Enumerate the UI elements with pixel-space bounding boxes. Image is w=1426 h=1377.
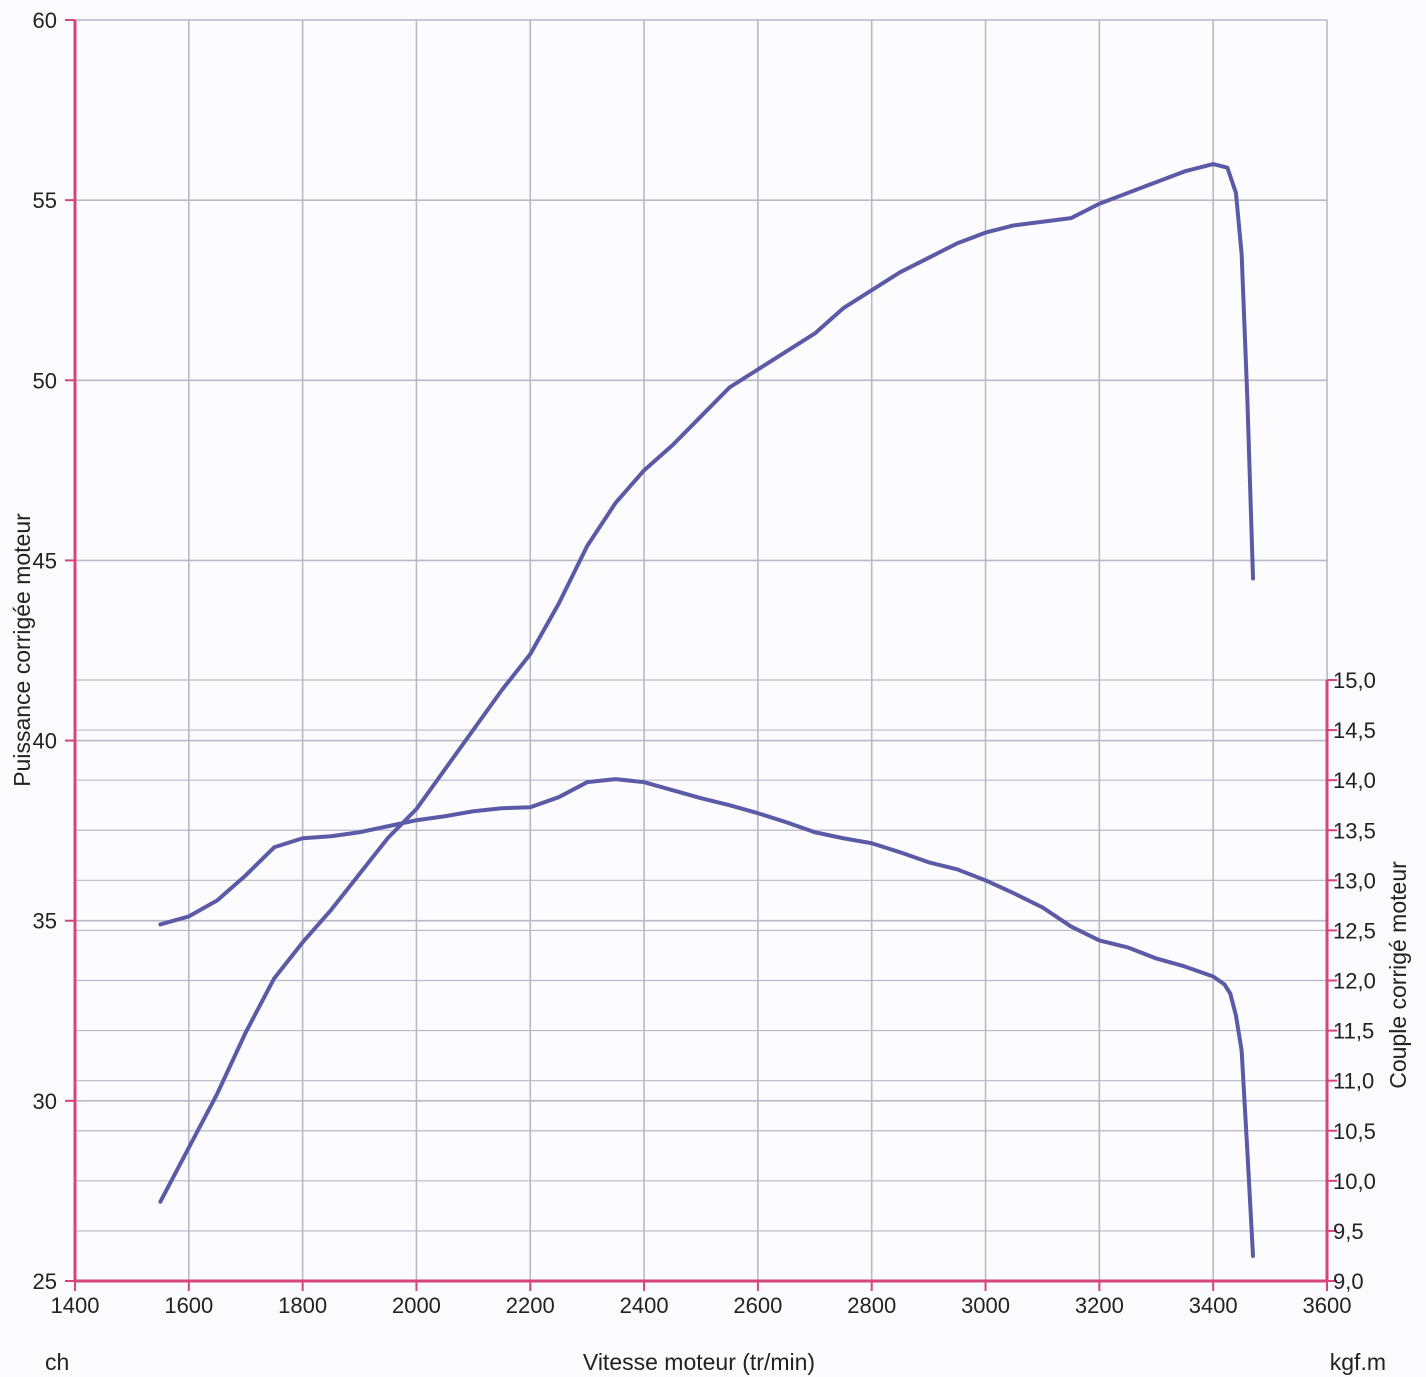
y-right-tick-label: 13,5 (1333, 818, 1376, 843)
x-tick-label: 2000 (392, 1293, 441, 1318)
y-axis-left-title: Puissance corrigée moteur (9, 513, 35, 787)
left-unit-label: ch (45, 1349, 69, 1375)
y-right-tick-label: 14,5 (1333, 718, 1376, 743)
x-tick-label: 3400 (1189, 1293, 1238, 1318)
x-tick-label: 2800 (847, 1293, 896, 1318)
right-unit-label: kgf.m (1330, 1349, 1386, 1375)
y-right-tick-label: 13,0 (1333, 868, 1376, 893)
y-left-tick-label: 30 (33, 1089, 57, 1114)
y-left-tick-label: 35 (33, 909, 57, 934)
x-tick-label: 3200 (1075, 1293, 1124, 1318)
ticks-layer: 1400 1600 1800 2000 2200 2400 2600 2800 3000 3200… (33, 8, 1376, 1318)
plot-background (75, 20, 1327, 1281)
y-right-tick-label: 14,0 (1333, 768, 1376, 793)
x-tick-label: 3600 (1303, 1293, 1352, 1318)
grid-layer (74, 19, 1328, 1282)
y-right-tick-label: 12,5 (1333, 918, 1376, 943)
y-left-tick-label: 25 (33, 1269, 57, 1294)
x-tick-label: 2400 (620, 1293, 669, 1318)
y-right-tick-label: 15,0 (1333, 668, 1376, 693)
y-left-tick-label: 55 (33, 188, 57, 213)
x-tick-label: 2200 (506, 1293, 555, 1318)
power-curve-line (158, 162, 1256, 1204)
y-left-tick-label: 40 (33, 729, 57, 754)
y-right-tick-label: 10,5 (1333, 1119, 1376, 1144)
y-right-tick-label: 9,0 (1333, 1269, 1364, 1294)
y-axis-right-title: Couple corrigé moteur (1385, 861, 1411, 1089)
y-right-tick-label: 9,5 (1333, 1219, 1364, 1244)
y-left-tick-label: 50 (33, 368, 57, 393)
series-layer (158, 162, 1256, 1258)
y-right-tick-label: 12,0 (1333, 969, 1376, 994)
y-left-tick-label: 45 (33, 548, 57, 573)
y-left-tick-label: 60 (33, 8, 57, 33)
x-tick-label: 1400 (51, 1293, 100, 1318)
x-tick-label: 1800 (278, 1293, 327, 1318)
x-tick-label: 1600 (164, 1293, 213, 1318)
x-tick-label: 2600 (733, 1293, 782, 1318)
y-right-tick-label: 11,0 (1333, 1069, 1374, 1094)
y-right-tick-label: 11,5 (1333, 1019, 1374, 1044)
torque-curve-line (158, 777, 1256, 1258)
x-tick-label: 3000 (961, 1293, 1010, 1318)
y-right-tick-label: 10,0 (1333, 1169, 1376, 1194)
x-axis-title: Vitesse moteur (tr/min) (583, 1349, 815, 1375)
